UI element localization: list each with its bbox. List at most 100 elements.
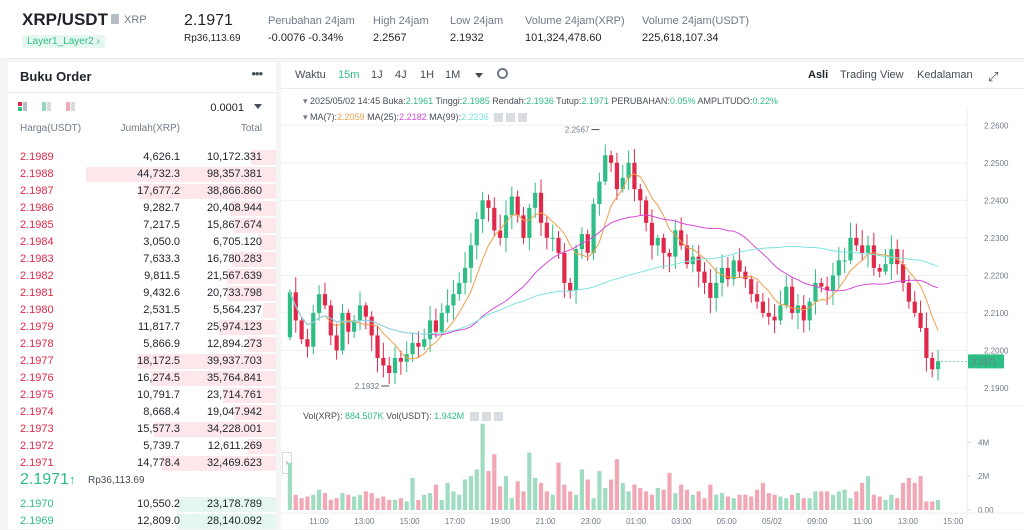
volume-bar[interactable] — [544, 491, 549, 510]
volume-bar[interactable] — [632, 484, 637, 510]
candle-body[interactable] — [591, 204, 596, 253]
candle-body[interactable] — [772, 316, 777, 321]
candle-body[interactable] — [357, 305, 363, 321]
volume-bar[interactable] — [895, 498, 900, 510]
candle-body[interactable] — [935, 361, 941, 370]
candle-body[interactable] — [918, 312, 923, 328]
candle-body[interactable] — [679, 230, 684, 246]
volume-bar[interactable] — [352, 496, 357, 510]
candle-body[interactable] — [468, 245, 474, 268]
candle-body[interactable] — [860, 245, 865, 253]
candle-body[interactable] — [644, 200, 649, 223]
volume-bar[interactable] — [562, 484, 567, 510]
volume-bar[interactable] — [509, 498, 514, 510]
candle-body[interactable] — [754, 294, 760, 302]
candle-body[interactable] — [760, 301, 766, 313]
volume-bar[interactable] — [644, 491, 649, 510]
precision-select[interactable]: 0.0001 — [210, 102, 244, 114]
candle-body[interactable] — [451, 294, 456, 306]
volume-bar[interactable] — [772, 494, 777, 510]
tab-tf-1m[interactable]: 1M — [445, 69, 461, 81]
ask-row[interactable]: 2.1987 17,677.2 38,866.860 — [8, 183, 276, 200]
candle-body[interactable] — [842, 260, 847, 262]
volume-bar[interactable] — [404, 501, 409, 510]
volume-bar[interactable] — [918, 476, 923, 510]
candle-body[interactable] — [509, 196, 514, 216]
volume-bar[interactable] — [743, 494, 748, 510]
chevron-down-icon[interactable]: ▾ — [303, 112, 308, 122]
candle-body[interactable] — [317, 294, 322, 313]
candle-body[interactable] — [848, 237, 853, 261]
candle-body[interactable] — [474, 219, 479, 246]
volume-bar[interactable] — [673, 493, 678, 510]
volume-bar[interactable] — [807, 498, 812, 510]
volume-bar[interactable] — [871, 494, 876, 510]
candle-body[interactable] — [737, 260, 742, 272]
volume-bar[interactable] — [813, 491, 818, 510]
volume-bar[interactable] — [427, 493, 433, 510]
chevron-down-icon[interactable]: ▾ — [303, 96, 308, 106]
candle-body[interactable] — [486, 200, 491, 208]
candle-body[interactable] — [311, 312, 316, 347]
candlestick-chart[interactable]: 2.2600 2.2500 2.2400 2.2300 2.2200 2.2100 2.20… — [281, 62, 1024, 529]
volume-bar[interactable] — [661, 489, 666, 510]
candle-body[interactable] — [877, 267, 882, 272]
close-icon[interactable] — [493, 412, 503, 422]
candle-body[interactable] — [369, 316, 374, 336]
volume-bar[interactable] — [363, 491, 368, 510]
candle-body[interactable] — [673, 230, 678, 257]
volume-bar[interactable] — [679, 484, 684, 510]
volume-bar[interactable] — [410, 477, 415, 510]
volume-bar[interactable] — [317, 489, 322, 510]
candle-body[interactable] — [661, 237, 666, 253]
volume-bar[interactable] — [468, 476, 474, 510]
candle-body[interactable] — [825, 286, 830, 291]
volume-bar[interactable] — [445, 482, 450, 510]
ask-row[interactable]: 2.1971 14,778.4 32,469.623 — [8, 455, 276, 472]
volume-bar[interactable] — [649, 494, 655, 510]
volume-bar[interactable] — [737, 494, 742, 510]
volume-bar[interactable] — [900, 482, 906, 510]
candle-body[interactable] — [422, 339, 427, 347]
candle-body[interactable] — [819, 282, 824, 287]
candle-body[interactable] — [795, 305, 801, 313]
candle-body[interactable] — [433, 320, 439, 332]
volume-bar[interactable] — [433, 484, 439, 510]
volume-bar[interactable] — [667, 472, 672, 510]
candle-body[interactable] — [649, 222, 655, 246]
candle-body[interactable] — [550, 237, 555, 239]
candle-body[interactable] — [778, 305, 783, 321]
volume-bar[interactable] — [521, 491, 526, 510]
more-timeframes-icon[interactable] — [475, 73, 483, 78]
volume-bar[interactable] — [614, 459, 620, 510]
volume-bar[interactable] — [416, 499, 421, 510]
candle-body[interactable] — [865, 245, 871, 253]
volume-bar[interactable] — [760, 482, 766, 510]
candle-body[interactable] — [498, 230, 503, 238]
candle-body[interactable] — [544, 222, 549, 238]
candle-body[interactable] — [924, 327, 929, 358]
candle-body[interactable] — [427, 320, 433, 340]
volume-bar[interactable] — [830, 494, 836, 510]
volume-bar[interactable] — [684, 489, 690, 510]
volume-bar[interactable] — [626, 491, 631, 510]
candle-body[interactable] — [708, 282, 713, 298]
ask-row[interactable]: 2.1974 8,668.4 19,047.942 — [8, 404, 276, 421]
volume-bar[interactable] — [836, 491, 841, 510]
candle-body[interactable] — [352, 320, 357, 332]
volume-bar[interactable] — [451, 491, 456, 510]
candle-body[interactable] — [743, 271, 748, 280]
candle-body[interactable] — [614, 162, 620, 190]
candle-body[interactable] — [334, 335, 339, 351]
volume-bar[interactable] — [527, 452, 532, 510]
candle-body[interactable] — [725, 267, 730, 280]
volume-bar[interactable] — [719, 493, 725, 510]
candle-body[interactable] — [305, 339, 310, 347]
candle-body[interactable] — [457, 282, 462, 295]
candle-body[interactable] — [410, 342, 415, 355]
volume-bar[interactable] — [603, 488, 608, 510]
volume-bar[interactable] — [422, 494, 427, 510]
candle-body[interactable] — [439, 312, 444, 332]
view-both-icon[interactable] — [18, 102, 27, 111]
candle-body[interactable] — [620, 177, 625, 190]
